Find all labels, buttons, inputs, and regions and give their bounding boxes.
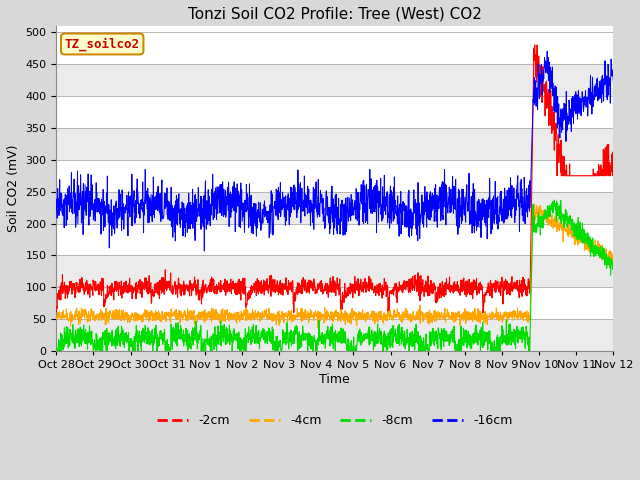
Legend: -2cm, -4cm, -8cm, -16cm: -2cm, -4cm, -8cm, -16cm [152,409,518,432]
Bar [56,192,613,224]
Bar [56,255,613,288]
Bar [56,319,613,351]
Text: TZ_soilco2: TZ_soilco2 [65,37,140,51]
Title: Tonzi Soil CO2 Profile: Tree (West) CO2: Tonzi Soil CO2 Profile: Tree (West) CO2 [188,7,482,22]
Bar [56,64,613,96]
Y-axis label: Soil CO2 (mV): Soil CO2 (mV) [7,145,20,232]
Bar [56,128,613,160]
X-axis label: Time: Time [319,373,350,386]
